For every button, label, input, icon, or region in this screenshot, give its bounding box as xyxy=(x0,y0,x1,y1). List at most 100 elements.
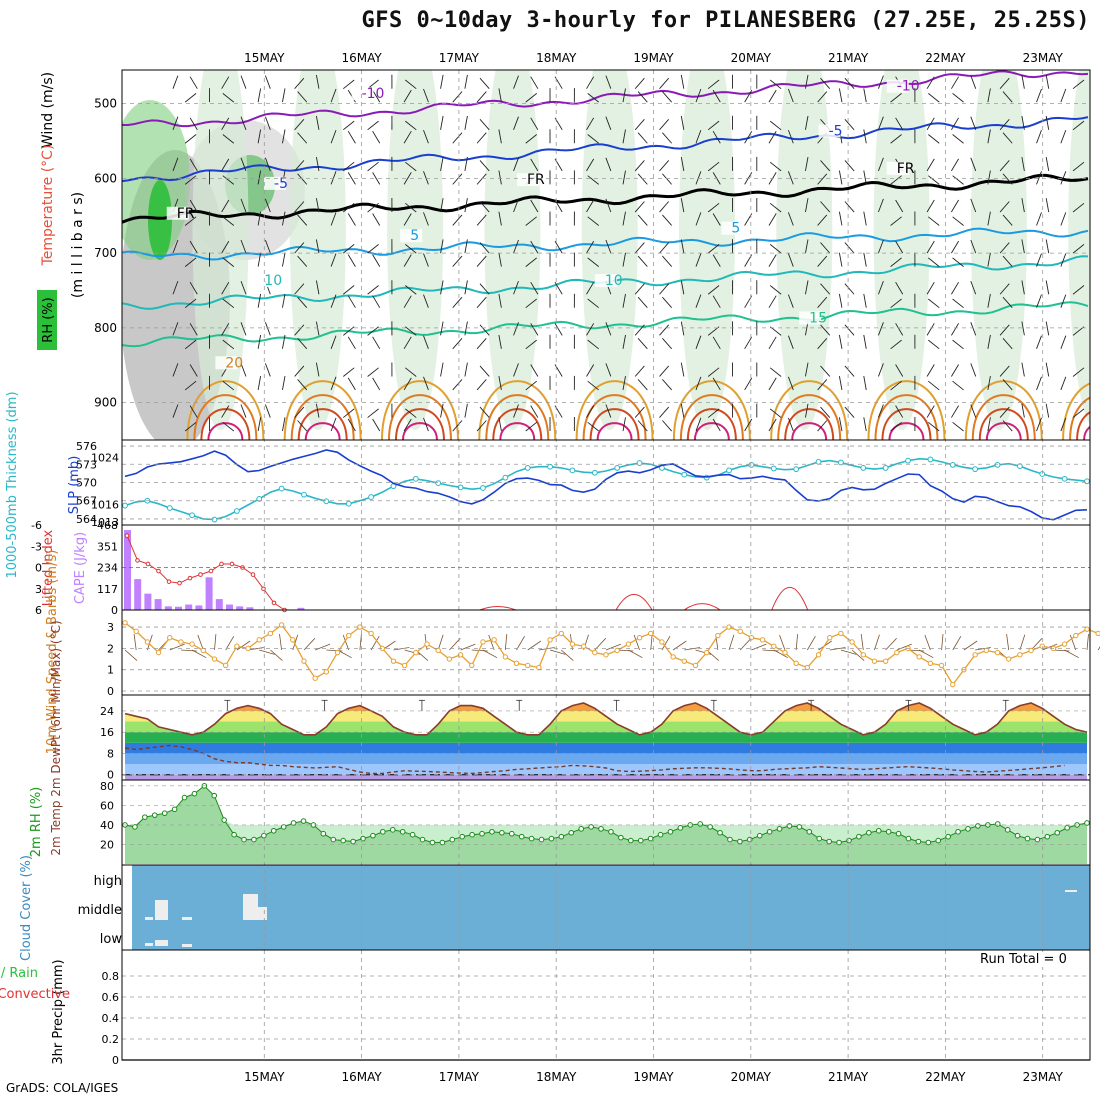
wind-barb xyxy=(315,239,320,254)
wind-barb xyxy=(1021,115,1025,130)
wind-barb xyxy=(987,293,991,308)
wind-barb xyxy=(951,76,959,89)
date-label-top: 21MAY xyxy=(828,51,869,65)
wind-barb xyxy=(970,322,977,336)
wind-barb xyxy=(712,418,721,432)
wind-tick-label: 2 xyxy=(107,642,114,655)
lifted-index-bump xyxy=(771,587,809,611)
wind-barb xyxy=(476,255,487,267)
wind-barb xyxy=(372,377,381,391)
wind-barb xyxy=(1060,212,1067,226)
wind-barb xyxy=(637,255,648,267)
rh-tick-label: 40 xyxy=(100,819,114,832)
wind-barb-10m xyxy=(560,649,574,661)
date-label-top: 22MAY xyxy=(925,51,966,65)
wind-barb xyxy=(863,211,867,226)
wind-speed-point xyxy=(703,649,710,656)
wind-barb xyxy=(1002,379,1013,391)
wind-barb xyxy=(622,252,626,267)
wind-barb xyxy=(440,198,444,213)
wind-barb xyxy=(787,417,794,432)
rh-point xyxy=(499,829,505,836)
rh-point xyxy=(538,836,545,843)
wind-barb xyxy=(372,172,381,185)
rh-point xyxy=(528,835,535,842)
upper-air-panel: -10 -10 -5 -5 FR FR FR 5 5 10 10 15 20 xyxy=(122,70,1090,440)
rh-point xyxy=(975,823,981,829)
wind-speed-point xyxy=(737,628,743,635)
wind-barb-10m xyxy=(762,649,779,652)
wind-barb xyxy=(695,253,702,267)
wind-barb xyxy=(464,157,468,171)
wind-barb xyxy=(805,280,809,295)
wind-barb xyxy=(498,252,502,267)
wind-barb xyxy=(240,322,247,336)
wind-barb xyxy=(264,116,271,130)
wind-barb xyxy=(464,362,468,377)
wind-barb xyxy=(189,240,198,254)
wind-barb xyxy=(498,88,502,103)
wind-barb xyxy=(952,298,964,309)
wind-barb-10m xyxy=(952,635,962,651)
rh-point xyxy=(717,829,723,836)
warm-isotherm xyxy=(791,422,828,440)
warm-isotherm xyxy=(596,422,633,440)
wind-barb xyxy=(257,376,262,390)
wind-speed-point xyxy=(569,641,576,647)
wind-barb xyxy=(222,339,235,350)
wind-speed-point xyxy=(167,635,173,641)
wind-barb xyxy=(890,134,902,144)
wind-barb xyxy=(926,240,935,254)
wind-barb xyxy=(605,363,612,377)
wind-barb-10m xyxy=(1019,634,1026,651)
wind-barb xyxy=(637,132,648,144)
warm-isotherm xyxy=(485,394,550,440)
wind-barb xyxy=(221,240,230,254)
thickness-series-point xyxy=(233,508,240,514)
wind-barb-10m xyxy=(751,643,767,651)
wind-speed-point xyxy=(1039,643,1045,649)
wind-barb xyxy=(423,253,429,267)
wind-barb xyxy=(707,120,720,131)
wind-barb-10m xyxy=(549,649,566,655)
rh-point xyxy=(786,823,793,829)
thickness-series-point xyxy=(122,502,128,509)
wind-barb xyxy=(820,77,831,89)
date-label-bottom: 18MAY xyxy=(536,1070,577,1084)
wind-barb xyxy=(479,406,490,418)
temperature-bands xyxy=(125,703,1087,780)
wind-barb xyxy=(240,198,247,213)
rh-point xyxy=(469,831,475,838)
wind-barb xyxy=(347,336,356,350)
wind-barb xyxy=(452,173,463,185)
wind-barb xyxy=(330,335,337,349)
wind-barb xyxy=(1021,321,1025,336)
thickness-series-point xyxy=(838,459,844,466)
wind-barb xyxy=(926,281,935,295)
thickness-series-point xyxy=(368,494,374,500)
wind-barb xyxy=(297,173,308,185)
wind-barb xyxy=(787,294,794,308)
wind-barb xyxy=(264,404,271,418)
wind-barb xyxy=(294,365,305,377)
wind-speed-point xyxy=(502,654,509,660)
wind-barb xyxy=(712,336,721,350)
wind-barb xyxy=(895,117,904,131)
wind-barb xyxy=(1060,171,1067,185)
wind-barb xyxy=(464,280,468,295)
wind-speed-point xyxy=(457,652,464,658)
wind-barb xyxy=(342,367,355,377)
wind-barb xyxy=(1036,417,1042,432)
wind-barb xyxy=(525,339,537,350)
isotherm-label-bg xyxy=(264,176,287,190)
wind-barb xyxy=(707,79,720,90)
wind-barb xyxy=(498,211,502,226)
isotherm-label: 10 xyxy=(264,273,282,289)
wind-barb xyxy=(637,214,648,226)
wind-barb xyxy=(878,404,884,418)
isotherm-label-bg xyxy=(886,79,909,93)
wind-speed-point xyxy=(346,632,352,639)
wind-barb xyxy=(367,285,379,295)
wind-barb-10m xyxy=(963,640,978,651)
wind-barb xyxy=(952,257,964,267)
